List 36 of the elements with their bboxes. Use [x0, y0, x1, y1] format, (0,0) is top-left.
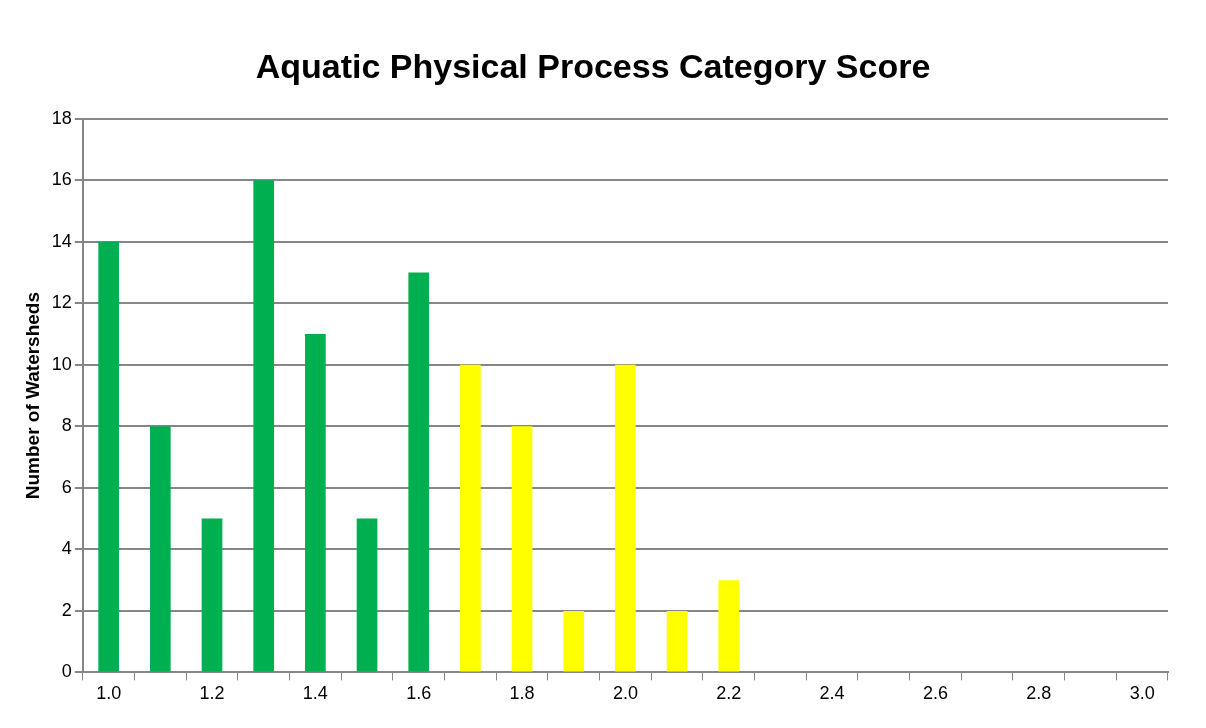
bar — [511, 426, 533, 672]
bar — [460, 364, 481, 672]
x-tick-label: 2.0 — [612, 683, 638, 704]
bar — [718, 580, 740, 672]
y-tick-label: 8 — [61, 415, 72, 436]
y-tick-label: 0 — [61, 661, 72, 682]
bar — [305, 334, 326, 672]
x-tick-label: 2.2 — [716, 683, 742, 704]
y-tick-label: 6 — [61, 476, 72, 497]
bar — [563, 610, 585, 672]
x-tick-label: 1.4 — [302, 683, 328, 704]
bar — [98, 241, 119, 672]
chart-title: Aquatic Physical Process Category Score — [255, 46, 931, 85]
y-tick-label: 10 — [51, 353, 72, 374]
x-tick-label: 1.6 — [406, 683, 432, 704]
bar — [150, 426, 171, 672]
bar — [615, 364, 636, 672]
x-tick-label: 2.8 — [1026, 683, 1052, 704]
y-tick-label: 12 — [51, 292, 72, 313]
x-tick-label: 1.0 — [96, 683, 122, 704]
y-axis-title: Number of Watersheds — [21, 291, 43, 500]
bar — [201, 518, 223, 672]
x-tick-label: 1.2 — [199, 683, 225, 704]
y-tick-label: 18 — [51, 107, 72, 128]
x-tick-label: 2.4 — [819, 683, 845, 704]
x-tick-label: 3.0 — [1129, 683, 1155, 704]
y-tick-label: 4 — [61, 538, 72, 559]
y-tick-label: 16 — [51, 169, 72, 190]
bar — [408, 272, 430, 672]
bar — [253, 180, 275, 672]
x-tick-label: 2.6 — [922, 683, 948, 704]
bar — [356, 518, 378, 672]
y-tick-label: 14 — [51, 230, 72, 251]
y-tick-label: 2 — [61, 599, 72, 620]
x-tick-label: 1.8 — [509, 683, 535, 704]
bar — [666, 610, 688, 672]
